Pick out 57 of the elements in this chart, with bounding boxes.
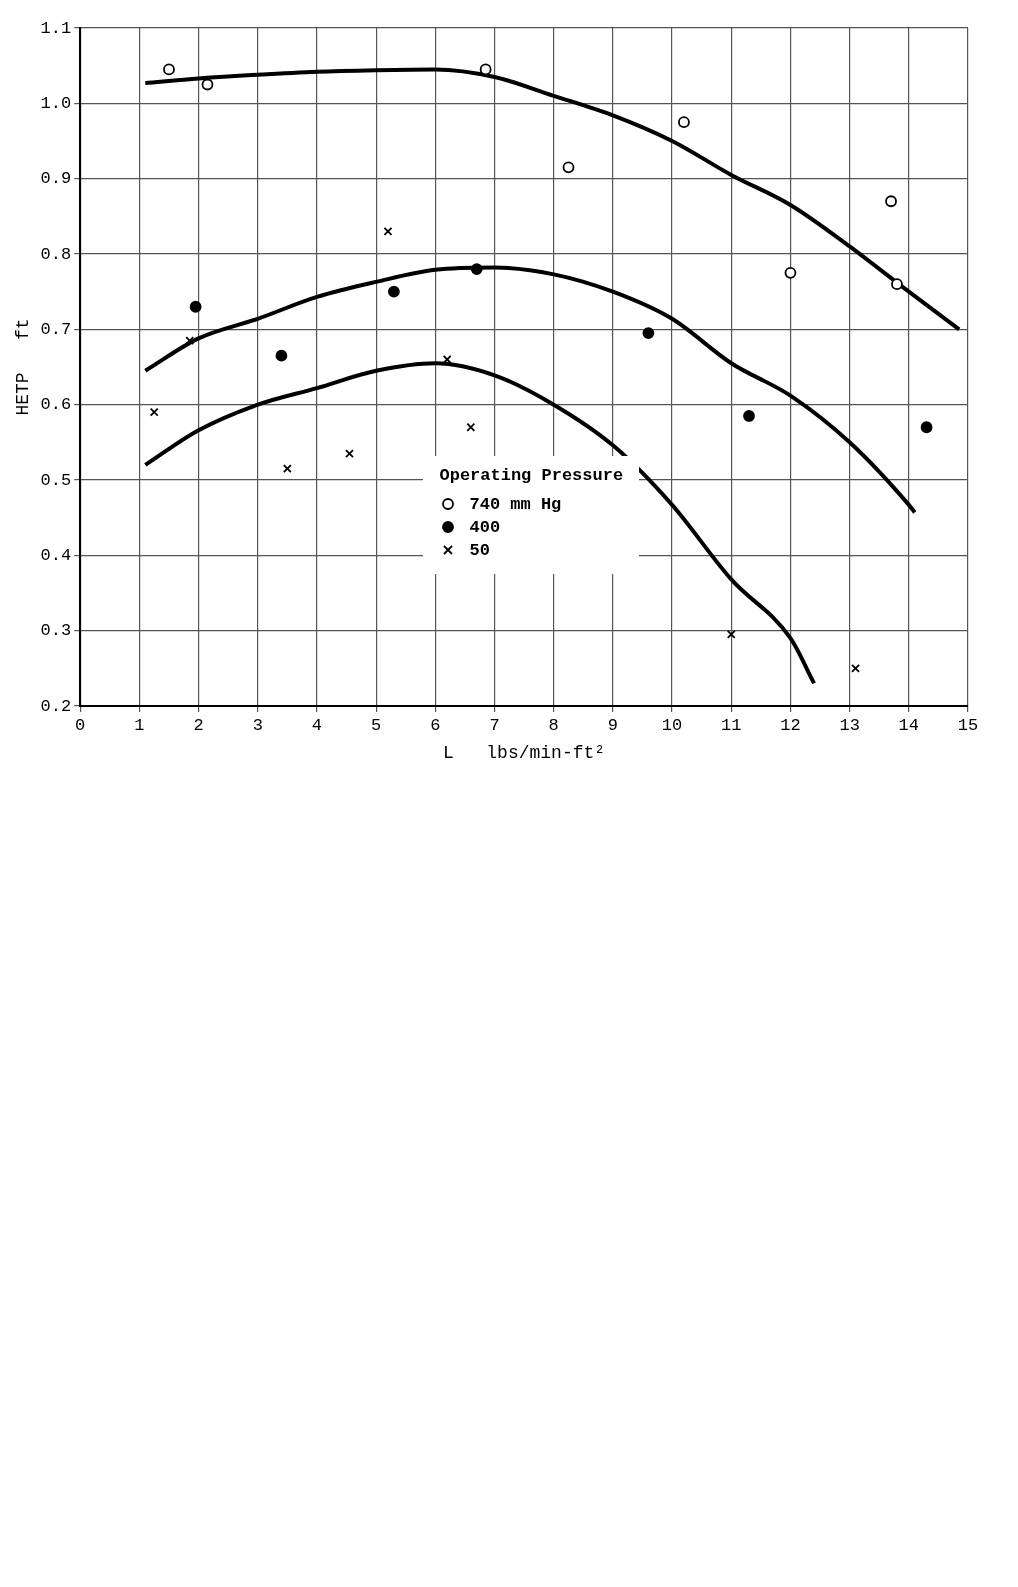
point: [891, 278, 903, 291]
y-tick-label: 1.1: [40, 18, 72, 38]
y-tick-label: 0.2: [40, 696, 72, 716]
point: [784, 266, 797, 279]
legend-label: 50: [469, 540, 490, 560]
point: [387, 285, 400, 298]
point: [149, 407, 159, 417]
y-tick-label: 0.5: [40, 470, 72, 490]
x-tick-label: 10: [661, 715, 683, 735]
y-tick-label: 1.0: [40, 93, 72, 113]
point: [743, 410, 755, 422]
x-tick-label: 9: [607, 715, 618, 735]
point: [201, 78, 214, 91]
line-series: [143, 265, 917, 515]
point: [442, 355, 452, 364]
x-tick-label: 15: [957, 715, 979, 735]
point: [383, 226, 393, 236]
y-tick-label: 0.4: [40, 545, 72, 565]
point: [185, 336, 195, 346]
x-tick-label: 1: [134, 715, 145, 735]
point: [282, 464, 292, 474]
point: [345, 449, 354, 459]
y-tick-label: 0.6: [40, 395, 72, 415]
point: [466, 422, 476, 432]
x-tick-label: 2: [193, 715, 204, 735]
legend-title: Operating Pressure: [439, 465, 624, 485]
legend-label: 740 mm Hg: [469, 494, 562, 514]
x-tick-label: 3: [252, 715, 263, 735]
point: [885, 195, 897, 208]
point: [920, 421, 933, 434]
point: [642, 327, 655, 339]
legend-label: 400: [469, 517, 501, 537]
x-tick-label: 11: [721, 715, 742, 735]
point: [163, 63, 175, 76]
point: [726, 630, 736, 639]
y-axis-title: HETP ft: [12, 318, 33, 416]
point: [470, 263, 483, 275]
y-tick-label: 0.8: [40, 244, 72, 264]
x-tick-label: 8: [548, 715, 559, 735]
x-tick-label: 5: [371, 715, 382, 735]
x-tick-label: 14: [898, 715, 920, 735]
point: [562, 161, 575, 174]
x-tick-label: 7: [489, 715, 500, 735]
x-tick-label: 12: [780, 715, 801, 735]
x-tick-label: 13: [839, 715, 860, 735]
point: [678, 116, 690, 129]
x-axis-title: L lbs/min-ft²: [443, 742, 606, 763]
line-series: [143, 67, 962, 332]
point: [275, 349, 288, 362]
x-tick-label: 0: [75, 715, 86, 735]
point: [189, 300, 202, 313]
y-tick-label: 0.9: [40, 169, 72, 189]
x-tick-label: 6: [430, 715, 441, 735]
point: [851, 663, 860, 673]
y-tick-label: 0.3: [40, 621, 72, 641]
x-tick-label: 4: [311, 715, 323, 735]
y-tick-label: 0.7: [40, 319, 72, 339]
